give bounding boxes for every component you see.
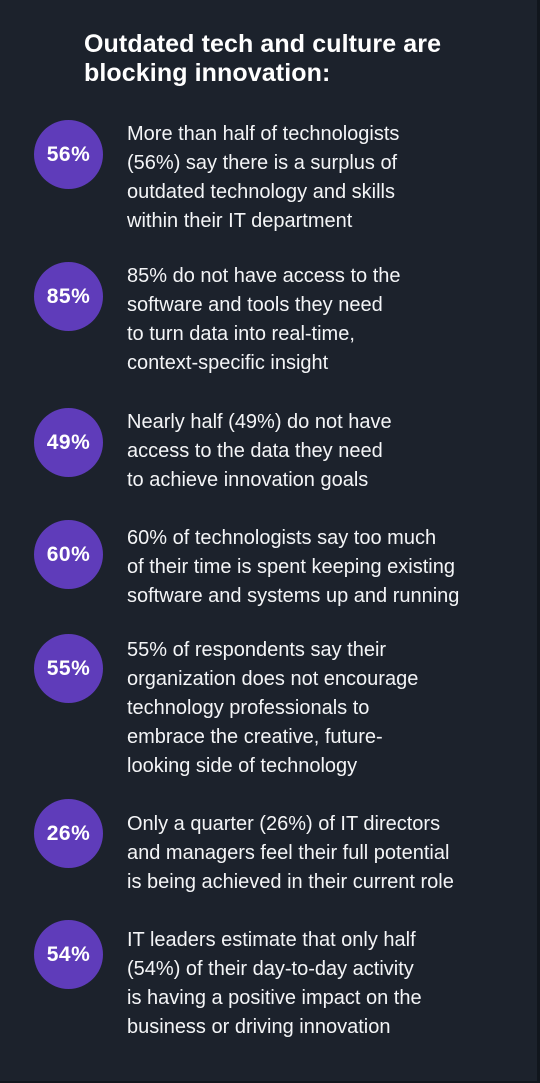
infographic-title: Outdated tech and culture are blocking i… xyxy=(84,30,442,87)
stat-badge: 54% xyxy=(34,920,103,989)
stat-description: 60% of technologists say too much of the… xyxy=(127,527,460,607)
stat-badge: 49% xyxy=(34,408,103,477)
stat-badge: 60% xyxy=(34,520,103,589)
stat-badge: 55% xyxy=(34,634,103,703)
stat-description: IT leaders estimate that only half (54%)… xyxy=(127,929,422,1038)
stat-description: More than half of technologists (56%) sa… xyxy=(127,123,400,232)
stat-badge: 85% xyxy=(34,262,103,331)
stat-description: Nearly half (49%) do not have access to … xyxy=(127,411,392,491)
stat-badge: 56% xyxy=(34,120,103,189)
stat-description: Only a quarter (26%) of IT directors and… xyxy=(127,813,454,893)
stat-description: 55% of respondents say their organizatio… xyxy=(127,639,419,777)
stat-description: 85% do not have access to the software a… xyxy=(127,265,401,374)
stat-badge: 26% xyxy=(34,799,103,868)
